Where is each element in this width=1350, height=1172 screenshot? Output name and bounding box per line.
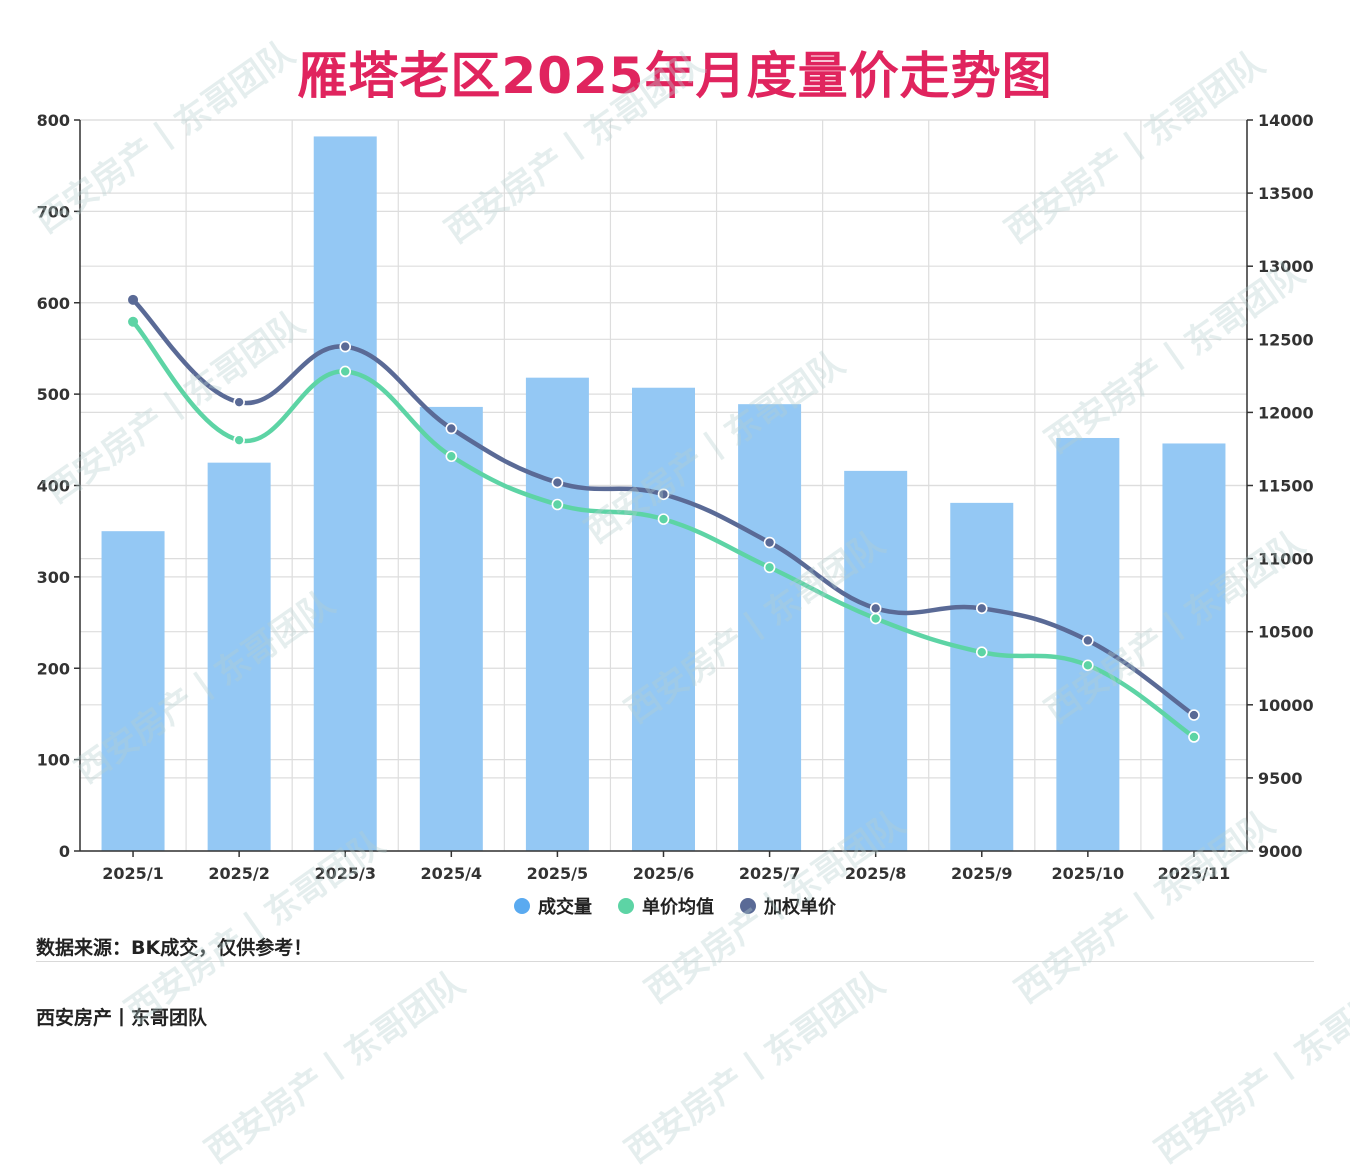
weighted-price-line-point[interactable] <box>1082 634 1094 647</box>
svg-text:14000: 14000 <box>1258 111 1314 130</box>
svg-text:2025/5: 2025/5 <box>527 864 589 883</box>
svg-text:800: 800 <box>37 111 70 130</box>
avg-price-line-point[interactable] <box>445 450 458 463</box>
svg-text:2025/7: 2025/7 <box>739 864 801 883</box>
svg-text:2025/8: 2025/8 <box>845 864 907 883</box>
weighted-price-line-point[interactable] <box>551 476 564 489</box>
legend-label: 成交量 <box>538 897 592 918</box>
bar-2025/6[interactable] <box>632 387 695 851</box>
svg-text:300: 300 <box>37 568 70 587</box>
weighted-price-line-point[interactable] <box>763 536 776 549</box>
svg-text:500: 500 <box>37 385 70 404</box>
legend-label: 单价均值 <box>642 897 714 918</box>
weighted-price-line-point[interactable] <box>128 294 139 305</box>
weighted-price-line-point[interactable] <box>975 602 988 615</box>
bar-2025/4[interactable] <box>419 406 483 851</box>
legend-label: 加权单价 <box>764 897 836 918</box>
svg-text:10000: 10000 <box>1258 696 1314 715</box>
bar-2025/2[interactable] <box>207 462 271 851</box>
bar-2025/5[interactable] <box>525 377 589 851</box>
weighted-price-line-point[interactable] <box>869 602 882 615</box>
bar-2025/11[interactable] <box>1162 443 1226 851</box>
avg-price-line-point[interactable] <box>1082 659 1094 672</box>
svg-text:2025/9: 2025/9 <box>951 864 1013 883</box>
svg-text:700: 700 <box>37 202 70 221</box>
bar-2025/8[interactable] <box>844 470 908 851</box>
avg-price-line-point[interactable] <box>128 316 139 327</box>
avg-price-line-point[interactable] <box>551 498 564 511</box>
svg-text:2025/1: 2025/1 <box>102 864 164 883</box>
weighted-price-line-point[interactable] <box>657 488 670 501</box>
svg-text:2025/6: 2025/6 <box>633 864 695 883</box>
svg-text:200: 200 <box>37 659 70 678</box>
svg-text:12500: 12500 <box>1258 330 1314 349</box>
legend-dot-icon <box>740 898 756 914</box>
bar-2025/9[interactable] <box>950 502 1014 851</box>
svg-text:2025/2: 2025/2 <box>208 864 270 883</box>
avg-price-line-point[interactable] <box>233 434 245 446</box>
svg-text:10500: 10500 <box>1258 623 1314 642</box>
svg-text:12000: 12000 <box>1258 403 1314 422</box>
avg-price-line-point[interactable] <box>975 646 988 658</box>
data-source-note: 数据来源：BK成交，仅供参考！ <box>36 937 313 959</box>
svg-text:13000: 13000 <box>1258 257 1314 276</box>
avg-price-line <box>130 319 1197 740</box>
footer-brand: 西安房产丨东哥团队 <box>36 1007 208 1029</box>
bar-2025/7[interactable] <box>738 404 802 851</box>
svg-text:2025/4: 2025/4 <box>421 864 483 883</box>
svg-text:100: 100 <box>37 751 70 770</box>
legend-dot-icon <box>514 898 530 914</box>
svg-text:600: 600 <box>37 294 70 313</box>
svg-text:2025/11: 2025/11 <box>1158 864 1231 883</box>
svg-text:400: 400 <box>37 477 70 496</box>
svg-text:9000: 9000 <box>1258 842 1303 861</box>
svg-text:9500: 9500 <box>1258 769 1303 788</box>
svg-text:0: 0 <box>59 842 70 861</box>
bar-2025/1[interactable] <box>101 531 165 851</box>
weighted-price-line <box>130 297 1197 718</box>
chart-plot-area: 0 100 200 300 400 500 600 700 800 9000 9500 10000 10… <box>37 111 1314 883</box>
svg-text:2025/3: 2025/3 <box>314 864 376 883</box>
chart-legend: 成交量 单价均值 加权单价 <box>0 893 1350 919</box>
svg-text:13500: 13500 <box>1258 184 1314 203</box>
legend-item-weighted-price[interactable]: 加权单价 <box>740 893 836 919</box>
weighted-price-line-point[interactable] <box>233 396 245 408</box>
weighted-price-line-point[interactable] <box>339 340 352 353</box>
legend-item-avg-price[interactable]: 单价均值 <box>618 893 714 919</box>
avg-price-line-point[interactable] <box>1188 731 1200 743</box>
svg-text:11500: 11500 <box>1258 477 1314 496</box>
footer-divider <box>36 961 1314 962</box>
bar-2025/3[interactable] <box>313 136 377 851</box>
legend-dot-icon <box>618 898 634 914</box>
svg-text:11000: 11000 <box>1258 550 1314 569</box>
weighted-price-line-point[interactable] <box>1188 709 1200 721</box>
chart-title: 雁塔老区2025年月度量价走势图 <box>297 47 1053 105</box>
avg-price-line-point[interactable] <box>657 513 670 525</box>
avg-price-line-point[interactable] <box>763 561 776 574</box>
legend-item-volume[interactable]: 成交量 <box>514 893 592 919</box>
weighted-price-line-point[interactable] <box>445 422 458 435</box>
svg-text:2025/10: 2025/10 <box>1052 864 1125 883</box>
avg-price-line-point[interactable] <box>339 365 352 378</box>
avg-price-line-point[interactable] <box>869 612 882 625</box>
